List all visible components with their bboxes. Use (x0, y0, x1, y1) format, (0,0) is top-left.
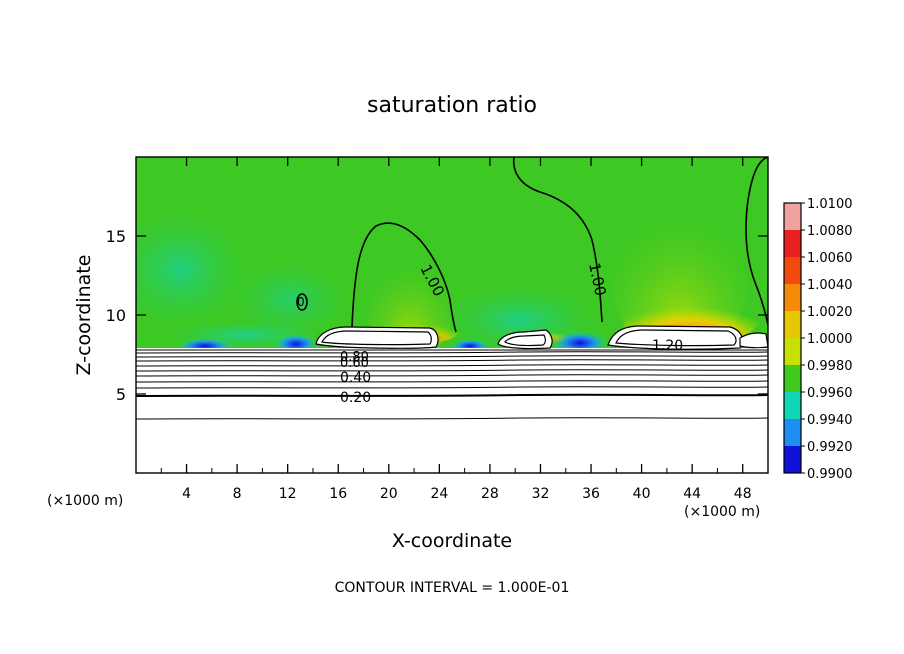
colorbar-label: 0.9920 (807, 440, 853, 455)
y-tick-label: 15 (106, 227, 126, 246)
colorbar-label: 1.0040 (807, 278, 853, 293)
contour-label-6: 0.40 (340, 370, 371, 386)
contour-label-5: 0.60 (340, 356, 369, 371)
y-axis-label: Z-coordinate (73, 255, 95, 376)
colorbar-swatch-4 (784, 311, 801, 338)
x-tick-label: 28 (481, 486, 499, 502)
colorbar-swatch-6 (784, 365, 801, 392)
colorbar-label: 1.0080 (807, 224, 853, 239)
x-tick-label: 48 (734, 486, 752, 502)
colorbar-swatch-1 (784, 230, 801, 257)
colorbar: 1.0100 1.0080 1.0060 1.0040 1.0020 1.0000 0.99… (783, 197, 853, 482)
colorbar-label: 1.0000 (807, 332, 853, 347)
y-axis: 5 10 15 (106, 227, 768, 404)
colorbar-label: 1.0020 (807, 305, 853, 320)
x-tick-label: 24 (430, 486, 448, 502)
colorbar-swatch-8 (784, 419, 801, 446)
x-axis: 4 8 12 16 20 24 28 32 36 40 44 48 (160, 157, 752, 502)
x-axis-label: X-coordinate (392, 530, 512, 552)
colorbar-label: 0.9940 (807, 413, 853, 428)
x-tick-label: 44 (683, 486, 701, 502)
x-tick-label: 32 (532, 486, 550, 502)
colorbar-swatch-0 (784, 203, 801, 230)
x-tick-label: 12 (279, 486, 297, 502)
x-tick-label: 4 (182, 486, 191, 502)
y-tick-label: 10 (106, 306, 126, 325)
colorbar-label: 0.9960 (807, 386, 853, 401)
contour-label-7: 0.20 (340, 390, 371, 406)
colorbar-label: 1.0060 (807, 251, 853, 266)
colorbar-label: 0.9980 (807, 359, 853, 374)
x-tick-label: 8 (233, 486, 242, 502)
colorbar-swatch-3 (784, 284, 801, 311)
x-tick-label: 16 (329, 486, 347, 502)
contour-label-4: 0.80 (340, 350, 369, 365)
contour-interval-note: CONTOUR INTERVAL = 1.000E-01 (335, 580, 570, 596)
colorbar-swatch-7 (784, 392, 801, 419)
colorbar-swatch-5 (784, 338, 801, 365)
x-unit-left: (×1000 m) (47, 493, 123, 509)
y-tick-label: 5 (116, 385, 126, 404)
x-unit-right: (×1000 m) (684, 504, 760, 520)
colorbar-label: 1.0100 (807, 197, 853, 212)
x-tick-label: 36 (582, 486, 600, 502)
x-tick-label: 40 (633, 486, 651, 502)
contour-label-small: 0 (297, 295, 305, 309)
heatmap-field (136, 157, 768, 473)
chart-title: saturation ratio (367, 93, 537, 118)
colorbar-swatch-2 (784, 257, 801, 284)
x-tick-label: 20 (380, 486, 398, 502)
contour-label-3: 1.20 (652, 338, 683, 354)
colorbar-label: 0.9900 (807, 467, 853, 482)
colorbar-swatch-9 (784, 446, 801, 473)
